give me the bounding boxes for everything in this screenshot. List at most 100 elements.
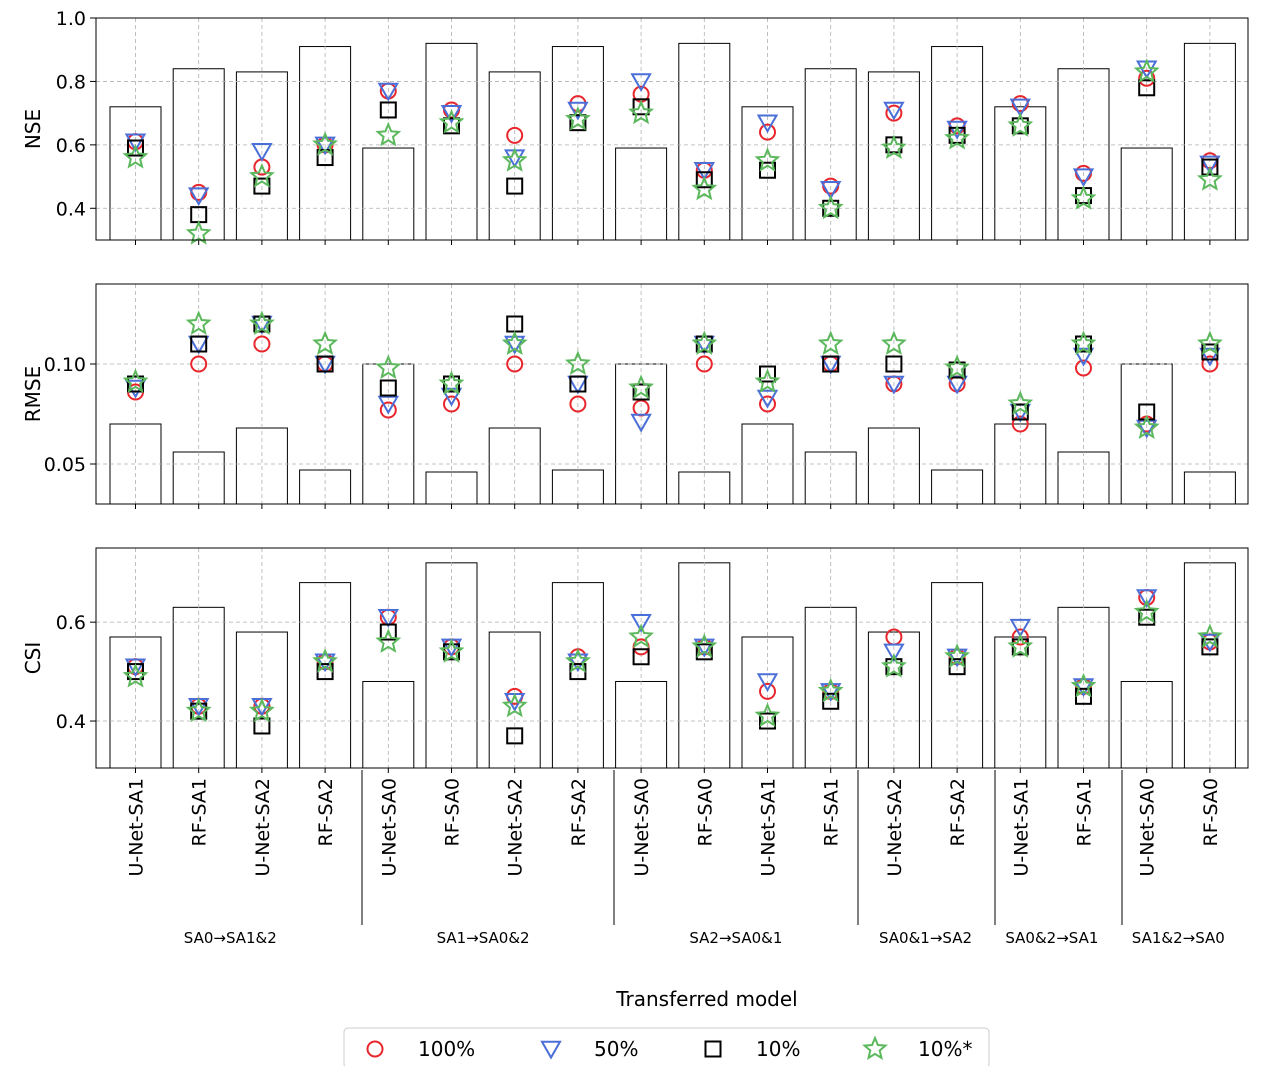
x-category-label: U-Net-SA2 — [505, 778, 527, 876]
marker-triangle-down-50% — [1009, 618, 1032, 638]
marker-triangle-down-50% — [377, 82, 400, 102]
marker-star-10%* — [628, 374, 655, 400]
marker-circle-100% — [695, 355, 713, 373]
marker-triangle-down-50% — [1199, 155, 1221, 175]
x-category-label: RF-SA0 — [694, 778, 716, 847]
x-category-label: RF-SA2 — [947, 778, 969, 847]
marker-triangle-down-50% — [630, 73, 652, 92]
marker-triangle-down-50% — [377, 395, 400, 415]
marker-star-10%* — [1007, 633, 1034, 658]
x-category-label: RF-SA0 — [442, 778, 464, 847]
marker-star-10%* — [248, 697, 275, 723]
group-label: SA2→SA0&1 — [689, 929, 782, 947]
marker-star-10%* — [944, 354, 971, 380]
marker-star-10%* — [754, 147, 781, 172]
marker-square-10% — [695, 171, 713, 189]
legend-marker-triangle-down — [540, 1040, 562, 1060]
marker-square-10% — [1011, 403, 1029, 421]
y-tick-label: 0.6 — [56, 612, 86, 634]
marker-square-10% — [316, 355, 334, 373]
marker-star-10%* — [817, 677, 844, 703]
marker-star-10%* — [185, 310, 212, 336]
marker-star-10%* — [122, 662, 149, 688]
group-label: SA0→SA1&2 — [184, 929, 277, 947]
y-tick-label: 1.0 — [56, 8, 86, 30]
group-label: SA1→SA0&2 — [437, 929, 530, 947]
marker-circle-100% — [443, 395, 460, 413]
bar — [804, 606, 857, 769]
marker-square-10% — [1201, 158, 1219, 176]
marker-triangle-down-50% — [819, 181, 842, 200]
marker-circle-100% — [1075, 359, 1092, 377]
marker-square-10% — [506, 727, 524, 745]
y-tick-label: 0.4 — [56, 711, 86, 733]
x-category-label: U-Net-SA0 — [378, 778, 400, 876]
marker-star-10%* — [122, 368, 149, 394]
x-category-label: U-Net-SA2 — [252, 778, 274, 876]
marker-triangle-down-50% — [440, 104, 463, 124]
marker-square-10% — [759, 712, 776, 730]
legend-label: 50% — [594, 1037, 638, 1061]
marker-square-10% — [190, 335, 208, 353]
marker-square-10% — [1201, 343, 1219, 361]
marker-star-10%* — [375, 628, 402, 653]
marker-triangle-down-50% — [756, 673, 779, 693]
marker-circle-100% — [1138, 69, 1156, 87]
marker-star-10%* — [248, 310, 275, 336]
panel-nse: 0.4 0.6 0.8 1.0 NSE — [21, 8, 1249, 245]
marker-triangle-down-50% — [377, 609, 400, 628]
y-axis-label: CSI — [21, 642, 45, 675]
marker-square-10% — [506, 177, 524, 195]
marker-triangle-down-50% — [1009, 98, 1032, 118]
marker-triangle-down-50% — [883, 643, 905, 663]
marker-star-10%* — [1196, 623, 1223, 648]
marker-star-10%* — [754, 702, 781, 728]
axes-frame — [95, 283, 1249, 505]
marker-star-10%* — [1196, 166, 1223, 191]
marker-star-10%* — [1007, 112, 1034, 137]
marker-triangle-down-50% — [883, 101, 905, 121]
x-category-label: U-Net-SA0 — [631, 778, 653, 876]
marker-circle-100% — [1011, 628, 1029, 646]
y-tick-label: 0.05 — [44, 454, 86, 476]
y-axis-label: NSE — [21, 109, 45, 149]
marker-star-10%* — [817, 194, 844, 220]
y-tick-label: 0.4 — [56, 198, 86, 220]
legend-box — [343, 1027, 990, 1066]
marker-square-10% — [379, 379, 397, 397]
marker-star-10%* — [880, 653, 907, 678]
marker-star-10%* — [691, 175, 718, 201]
marker-star-10%* — [185, 220, 212, 245]
marker-square-10% — [127, 375, 144, 393]
marker-circle-100% — [253, 335, 271, 353]
marker-triangle-down-50% — [567, 101, 589, 121]
group-label: SA0&2→SA1 — [1005, 929, 1098, 947]
y-tick-label: 0.8 — [56, 71, 86, 93]
marker-triangle-down-50% — [946, 120, 968, 140]
x-category-label: RF-SA1 — [189, 778, 211, 847]
marker-triangle-down-50% — [630, 413, 652, 433]
marker-star-10%* — [122, 143, 149, 169]
marker-star-10%* — [438, 109, 465, 134]
marker-square-10% — [759, 365, 776, 383]
marker-star-10%* — [628, 623, 655, 648]
marker-star-10%* — [1196, 330, 1223, 356]
marker-square-10% — [1138, 79, 1156, 97]
marker-star-10%* — [375, 354, 402, 380]
marker-circle-100% — [1011, 415, 1029, 433]
group-label: SA1&2→SA0 — [1132, 929, 1225, 947]
marker-star-10%* — [438, 638, 465, 663]
x-category-label: U-Net-SA1 — [1010, 778, 1032, 876]
marker-star-10%* — [375, 121, 402, 147]
marker-star-10%* — [880, 134, 907, 160]
marker-square-10% — [379, 623, 397, 641]
legend-label: 100% — [418, 1037, 475, 1061]
marker-star-10%* — [628, 99, 655, 125]
marker-square-10% — [632, 383, 650, 401]
marker-star-10%* — [501, 147, 528, 172]
marker-triangle-down-50% — [251, 143, 273, 162]
marker-square-10% — [253, 717, 271, 735]
y-axis-label: RMSE — [21, 366, 45, 422]
marker-star-10%* — [312, 131, 339, 156]
x-category-label: U-Net-SA0 — [1137, 778, 1159, 876]
